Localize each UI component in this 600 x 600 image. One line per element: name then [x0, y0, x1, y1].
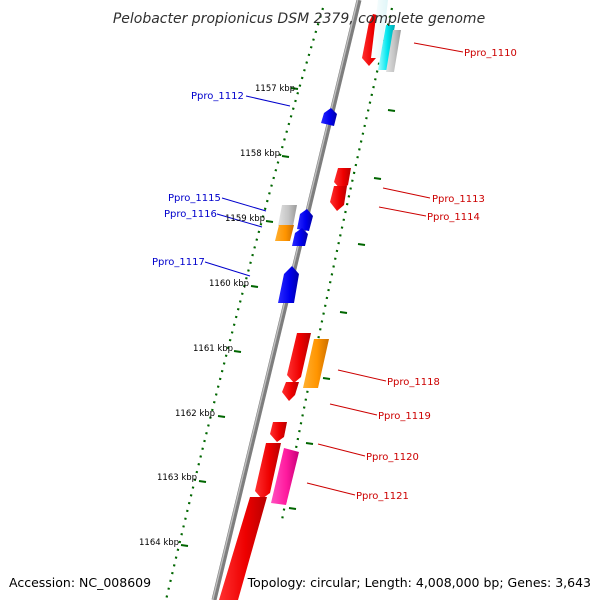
gene-ppro-1117[interactable]: [278, 266, 299, 303]
gene-ppro-1118-red[interactable]: [287, 333, 311, 383]
gene-ppro-1113[interactable]: [334, 168, 351, 190]
label-ppro-1118[interactable]: Ppro_1118: [387, 377, 440, 388]
reverse-genes: [219, 0, 401, 600]
kbp-label-1158: 1158 kbp: [240, 149, 280, 159]
kbp-label-1162: 1162 kbp: [175, 409, 215, 419]
kbp-tick-labels: 1157 kbp 1158 kbp 1159 kbp 1160 kbp 1161…: [139, 84, 295, 548]
inner-tick-marks: [288, 109, 396, 510]
gene-ppro-1116c[interactable]: [292, 228, 308, 246]
kbp-label-1160: 1160 kbp: [209, 279, 249, 289]
label-ppro-1115[interactable]: Ppro_1115: [168, 193, 221, 204]
gene-ppro-1110-grey[interactable]: [386, 30, 401, 72]
kbp-label-1157: 1157 kbp: [255, 84, 295, 94]
label-ppro-1121[interactable]: Ppro_1121: [356, 491, 409, 502]
gene-ppro-1110-cyan[interactable]: [378, 25, 395, 70]
label-ppro-1113[interactable]: Ppro_1113: [432, 194, 485, 205]
kbp-label-1161: 1161 kbp: [193, 344, 233, 354]
gene-ppro-1116b[interactable]: [297, 209, 313, 231]
label-ppro-1117[interactable]: Ppro_1117: [152, 257, 205, 268]
gene-ppro-1121-pink[interactable]: [271, 448, 299, 505]
gene-ppro-1112[interactable]: [321, 108, 337, 126]
kbp-label-1164: 1164 kbp: [139, 538, 179, 548]
label-ppro-1116[interactable]: Ppro_1116: [164, 209, 217, 220]
gene-ppro-1120[interactable]: [270, 422, 287, 442]
inner-dotted-guide: [280, 7, 394, 521]
outer-tick-marks: [180, 87, 299, 547]
label-ppro-1114[interactable]: Ppro_1114: [427, 212, 480, 223]
gene-ppro-1110-pale[interactable]: [371, 0, 388, 58]
kbp-label-1163: 1163 kbp: [157, 473, 197, 483]
label-ppro-1110[interactable]: Ppro_1110: [464, 48, 517, 59]
gene-ppro-1119[interactable]: [282, 382, 299, 401]
forward-leader-lines: [204, 95, 291, 277]
kbp-label-1159: 1159 kbp: [225, 214, 265, 224]
genome-summary-text: Topology: circular; Length: 4,008,000 bp…: [247, 575, 591, 590]
reverse-gene-labels: Ppro_1110 Ppro_1113 Ppro_1114 Ppro_1118 …: [356, 48, 517, 502]
gene-ppro-1121-red[interactable]: [255, 443, 281, 499]
gene-ppro-1115[interactable]: [278, 205, 297, 226]
forward-gene-labels: Ppro_1112 Ppro_1115 Ppro_1116 Ppro_1117: [152, 91, 244, 268]
label-ppro-1119[interactable]: Ppro_1119: [378, 411, 431, 422]
label-ppro-1120[interactable]: Ppro_1120: [366, 452, 419, 463]
forward-genes: [275, 108, 337, 303]
gene-ppro-1118[interactable]: [303, 339, 329, 388]
accession-text: Accession: NC_008609: [9, 575, 151, 590]
gene-ppro-1114[interactable]: [330, 186, 347, 211]
gene-large-red[interactable]: [219, 497, 267, 600]
map-title: Pelobacter propionicus DSM 2379, complet…: [113, 11, 485, 27]
label-ppro-1112[interactable]: Ppro_1112: [191, 91, 244, 102]
outer-dotted-guide: [164, 7, 325, 600]
reverse-leader-lines: [306, 42, 464, 496]
gene-ppro-1116[interactable]: [275, 225, 294, 241]
